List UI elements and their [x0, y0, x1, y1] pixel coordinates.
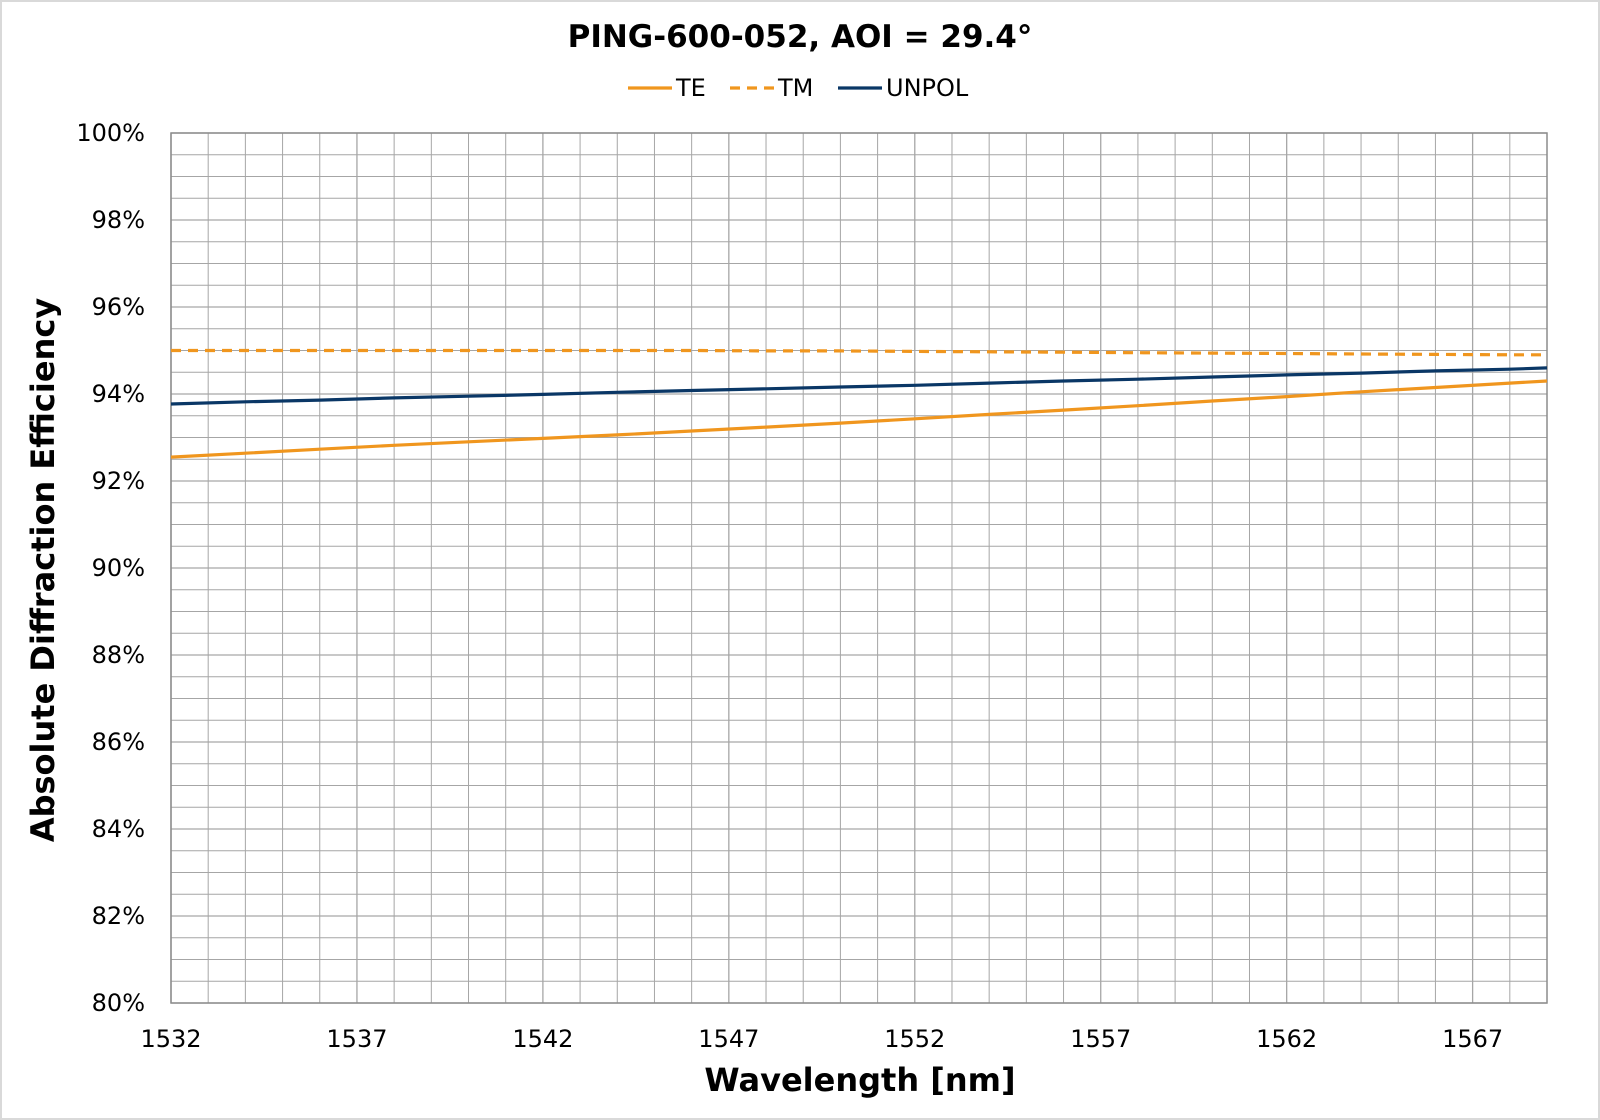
y-tick-label: 92% [92, 467, 145, 495]
y-tick-label: 88% [92, 641, 145, 669]
x-tick-label: 1562 [1256, 1025, 1317, 1053]
x-tick-label: 1547 [698, 1025, 759, 1053]
y-tick-label: 100% [76, 119, 145, 147]
tick-labels: 1532 1537 1542 1547 1552 1557 1562 1567 80% 82% 84… [76, 119, 1503, 1053]
y-tick-label: 80% [92, 989, 145, 1017]
legend-label: TE [675, 74, 706, 102]
y-tick-label: 84% [92, 815, 145, 843]
series-group [170, 348, 1548, 459]
chart-title: PING-600-052, AOI = 29.4° [568, 19, 1033, 55]
legend-item-unpol[interactable]: UNPOL [838, 74, 969, 102]
legend-item-te[interactable]: TE [628, 74, 706, 102]
y-tick-label: 86% [92, 728, 145, 756]
x-tick-label: 1532 [140, 1025, 201, 1053]
series-line-unpol [170, 366, 1548, 406]
x-tick-label: 1537 [326, 1025, 387, 1053]
y-tick-label: 98% [92, 206, 145, 234]
plot-area-border [170, 132, 1548, 1004]
y-axis-title: Absolute Diffraction Efficiency [24, 298, 62, 843]
legend-label: UNPOL [886, 74, 969, 102]
y-tick-label: 96% [92, 293, 145, 321]
x-tick-label: 1552 [884, 1025, 945, 1053]
x-tick-label: 1557 [1070, 1025, 1131, 1053]
grid [170, 132, 1548, 1004]
y-tick-label: 82% [92, 902, 145, 930]
x-tick-label: 1567 [1442, 1025, 1503, 1053]
series-line-te [170, 379, 1548, 459]
legend[interactable]: TE TM UNPOL [628, 74, 969, 102]
y-tick-label: 94% [92, 380, 145, 408]
legend-item-tm[interactable]: TM [730, 74, 813, 102]
x-tick-label: 1542 [512, 1025, 573, 1053]
series-line-tm [171, 348, 1547, 357]
y-tick-label: 90% [92, 554, 145, 582]
x-axis-title: Wavelength [nm] [704, 1061, 1015, 1099]
legend-label: TM [777, 74, 813, 102]
